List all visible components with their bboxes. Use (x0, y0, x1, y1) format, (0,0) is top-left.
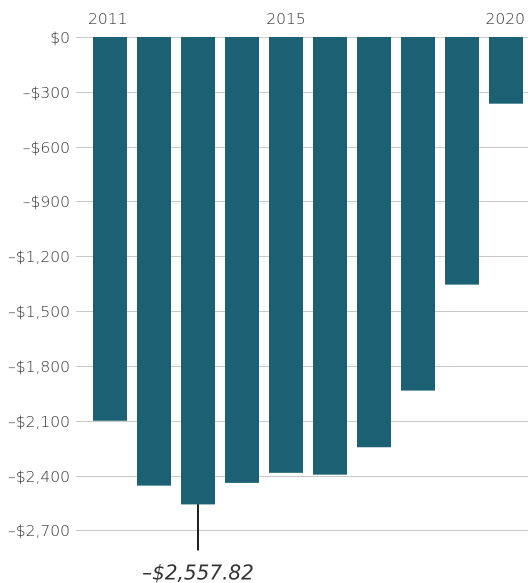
y-tick-label: –$2,400 (8, 468, 70, 486)
y-tick-label: –$900 (23, 193, 70, 211)
bars (93, 37, 523, 505)
x-tick-label: 2011 (88, 10, 127, 28)
x-tick-label: 2020 (486, 10, 525, 28)
bar-2017 (357, 37, 391, 448)
y-tick-label: $0 (50, 29, 70, 47)
bar-2012 (137, 37, 171, 486)
y-axis-labels: $0 –$300 –$600 –$900 –$1,200 –$1,500 –$1,800 –$… (8, 29, 70, 540)
bar-2014 (225, 37, 259, 483)
bar-2015 (269, 37, 303, 473)
annotation: –$2,557.82 (142, 504, 254, 583)
x-axis-labels: 2011 2015 2020 (88, 10, 525, 28)
y-tick-label: –$1,500 (8, 303, 70, 321)
bar-2019 (445, 37, 479, 285)
bar-2011 (93, 37, 127, 421)
x-tick-label: 2015 (266, 10, 305, 28)
bar-2018 (401, 37, 435, 391)
y-tick-label: –$300 (23, 84, 70, 102)
y-tick-label: –$2,100 (8, 413, 70, 431)
y-tick-label: –$1,800 (8, 358, 70, 376)
bar-2016 (313, 37, 347, 475)
bar-2013 (181, 37, 215, 505)
y-tick-label: –$600 (23, 139, 70, 157)
bar-2020 (489, 37, 523, 104)
y-tick-label: –$2,700 (8, 522, 70, 540)
y-tick-label: –$1,200 (8, 248, 70, 266)
annotation-label: –$2,557.82 (142, 560, 254, 583)
